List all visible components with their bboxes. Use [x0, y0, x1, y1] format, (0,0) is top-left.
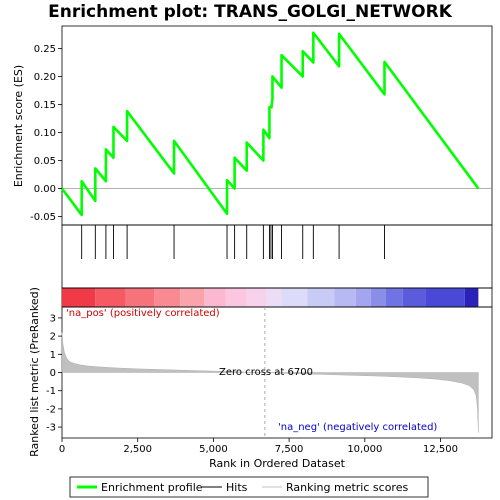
metric-y-axis-label: Ranked list metric (PreRanked)	[28, 287, 41, 457]
x-tick-label: 12,500	[423, 444, 458, 455]
legend: Enrichment profile Hits Ranking metric s…	[69, 476, 429, 498]
metric-y-axis: 3 2 1 0 -1 -2 -3	[46, 313, 62, 434]
es-y-tick-label: 0.15	[34, 100, 56, 111]
enrichment-profile-line	[60, 31, 480, 217]
es-y-tick-label: 0.20	[34, 72, 56, 83]
hits-panel-frame	[61, 224, 493, 289]
heatbar-segment	[370, 288, 387, 307]
ranking-metric-area	[61, 332, 479, 433]
es-y-tick-label: 0.10	[34, 128, 56, 139]
pos-correlated-label: 'na_pos' (positively correlated)	[66, 308, 220, 319]
metric-y-tick-label: 0	[50, 368, 56, 379]
legend-frame	[69, 476, 429, 498]
heatbar-segment	[355, 288, 371, 307]
heatbar-segment	[266, 288, 282, 307]
heatbar-segment	[334, 288, 356, 307]
metric-y-tick-label: 1	[50, 350, 56, 361]
chart-title: Enrichment plot: TRANS_GOLGI_NETWORK	[48, 2, 453, 22]
legend-label-hits: Hits	[226, 481, 248, 494]
metric-y-tick-label: 2	[50, 332, 56, 343]
heatbar-segment	[204, 288, 226, 307]
metric-y-tick-label: 3	[50, 313, 56, 324]
ranked-heatbar	[62, 288, 479, 307]
heatbar-segment	[225, 288, 247, 307]
es-y-tick-label: 0.00	[34, 184, 56, 195]
enrichment-profile-series	[60, 31, 480, 217]
x-tick-label: 7,500	[275, 444, 304, 455]
heatbar-segment	[464, 288, 479, 307]
metric-y-tick-label: -1	[46, 386, 56, 397]
x-axis: 0 2,500 5,000 7,500 10,000 12,500	[59, 438, 458, 455]
heatbar-segment	[307, 288, 335, 307]
legend-label-enrichment: Enrichment profile	[101, 481, 203, 494]
heatbar-segment	[281, 288, 308, 307]
neg-correlated-label: 'na_neg' (negatively correlated)	[278, 422, 437, 433]
heatbar-segment	[125, 288, 155, 307]
zero-cross-label: Zero cross at 6700	[219, 367, 313, 378]
heatbar-segment	[62, 288, 96, 307]
es-y-axis: -0.05 0.00 0.05 0.10 0.15 0.20 0.25	[30, 44, 62, 223]
heatbar-segment	[95, 288, 126, 307]
es-y-axis-label: Enrichment score (ES)	[12, 65, 25, 187]
es-y-tick-label: 0.25	[34, 44, 56, 55]
x-tick-label: 10,000	[347, 444, 382, 455]
metric-y-tick-label: -3	[46, 423, 56, 434]
hits-series	[81, 225, 385, 259]
heatbar-segment	[154, 288, 181, 307]
es-y-tick-label: -0.05	[30, 212, 56, 223]
heatbar-segment	[180, 288, 205, 307]
x-axis-label: Rank in Ordered Dataset	[209, 457, 346, 470]
x-tick-label: 2,500	[123, 444, 152, 455]
legend-label-metric: Ranking metric scores	[286, 481, 408, 494]
metric-y-tick-label: -2	[46, 404, 56, 415]
heatbar-segment	[386, 288, 403, 307]
x-tick-label: 0	[59, 444, 65, 455]
es-y-tick-label: 0.05	[34, 156, 56, 167]
x-tick-label: 5,000	[199, 444, 228, 455]
heatbar-segment	[425, 288, 465, 307]
heatbar-segment	[402, 288, 426, 307]
ranking-metric-series	[61, 307, 479, 438]
heatbar-segment	[246, 288, 267, 307]
